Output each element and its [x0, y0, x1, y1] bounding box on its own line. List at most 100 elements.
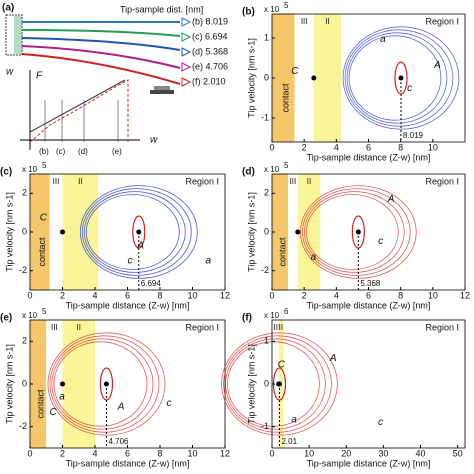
- legend-entry: (c) 6.694: [192, 31, 228, 41]
- region: [294, 14, 314, 142]
- panel-a: (a) Tip-sample dist. [nm] w F w: [2, 3, 203, 150]
- region: [46, 320, 63, 448]
- x-tick-label: 0: [27, 448, 32, 458]
- x-tick-label: 10: [428, 290, 438, 300]
- y-tick-label: 0: [22, 226, 27, 236]
- panel-label: (f): [242, 313, 252, 324]
- region-label: contact: [277, 237, 287, 267]
- x-tick-label: 0: [269, 142, 274, 152]
- y-tick-label: -2: [19, 421, 27, 431]
- legend-marker: [181, 17, 192, 27]
- y-tick-label: -2: [19, 265, 27, 275]
- x-tick-label: 10: [187, 448, 197, 458]
- legend-marker: [181, 47, 192, 57]
- cut-label: 2.01: [281, 437, 297, 446]
- x-axis-label: Tip-sample distance (Z-w) [nm]: [307, 152, 431, 162]
- panel-label: (c): [0, 167, 12, 178]
- panel-label: (e): [0, 313, 12, 324]
- region-label: III: [273, 323, 280, 332]
- point-label: C: [278, 359, 286, 370]
- trajectory: [348, 35, 442, 121]
- w-axis-label: w: [150, 135, 158, 146]
- region-label: II: [77, 323, 81, 332]
- y-tick-label: 1: [264, 32, 269, 42]
- region: [313, 14, 342, 142]
- x-tick-label: 40: [415, 448, 425, 458]
- trajectory: [51, 338, 154, 430]
- x-tick-label: 6: [366, 142, 371, 152]
- point-label: C: [40, 213, 48, 224]
- cantilever: [21, 45, 181, 69]
- region-label: II: [325, 17, 329, 26]
- y-tick-label: -2: [261, 265, 269, 275]
- w-label: w: [6, 67, 14, 78]
- x-tick-label: 2: [302, 142, 307, 152]
- region: [288, 174, 298, 290]
- point-label: c: [378, 236, 383, 247]
- y-tick-label: 1: [264, 336, 269, 346]
- y-tick-label: -1: [261, 112, 269, 122]
- x-tick-label: 6: [125, 448, 130, 458]
- low-attractor: [295, 229, 301, 235]
- scale-exponent: 5: [284, 161, 289, 170]
- trajectory: [346, 32, 448, 124]
- y-tick-label: 0: [264, 72, 269, 82]
- x-tick-label: 12: [460, 290, 470, 300]
- scale-exponent: 5: [284, 1, 289, 10]
- trajectory: [342, 26, 460, 130]
- region: [30, 320, 47, 448]
- x-axis-label: Tip-sample distance (Z-w) [nm]: [66, 300, 190, 310]
- region: [49, 174, 63, 290]
- point-label: a: [59, 391, 65, 402]
- force-line: [29, 79, 126, 133]
- x-tick-label: 8: [157, 448, 162, 458]
- trajectory: [306, 194, 399, 270]
- region-label: contact: [37, 237, 47, 267]
- x-tick-label: 10: [187, 290, 197, 300]
- cantilever: [21, 53, 181, 85]
- legend-entry: (d) 5.368: [192, 46, 228, 56]
- sample: [150, 90, 174, 94]
- y-axis-label: Tip velocity [nm s-1]: [4, 344, 14, 424]
- legend-marker: [181, 62, 192, 72]
- x-tick-label: 2: [60, 290, 65, 300]
- y-axis-label: Tip velocity [nm s-1]: [246, 344, 256, 424]
- point-label: c: [407, 83, 412, 94]
- trajectory: [53, 341, 148, 427]
- region-label: II: [78, 177, 82, 186]
- cut-label: 4.706: [108, 437, 129, 446]
- marker-label: (d): [78, 147, 88, 156]
- point-label: c: [378, 417, 383, 428]
- region-label: III: [301, 17, 308, 26]
- y-tick-label: 0: [264, 378, 269, 388]
- panel-label: (b): [242, 7, 255, 18]
- trajectory: [300, 185, 417, 279]
- x-tick-label: 8: [398, 290, 403, 300]
- plot-frame: [271, 319, 466, 449]
- scale-exponent: 6: [284, 307, 289, 316]
- trajectory: [85, 194, 180, 270]
- y-tick-label: 2: [264, 188, 269, 198]
- scale-exponent: 5: [42, 161, 47, 170]
- region-label: contact: [281, 83, 291, 113]
- trajectory: [81, 188, 192, 276]
- y-tick-label: 0: [264, 226, 269, 236]
- panel-label: (a): [2, 3, 14, 14]
- legend-marker: [181, 32, 192, 42]
- x-tick-label: 4: [334, 142, 339, 152]
- trajectory: [83, 191, 186, 273]
- base: [14, 16, 22, 54]
- cut-label: 6.694: [141, 279, 162, 288]
- point-label: c: [128, 256, 133, 267]
- x-tick-label: 4: [334, 290, 339, 300]
- cut-label: 5.368: [360, 279, 381, 288]
- legend-entry: (f) 2.010: [192, 76, 226, 86]
- x-tick-label: 0: [269, 448, 274, 458]
- marker-label: (e): [112, 147, 122, 156]
- y-tick-label: 0: [22, 378, 27, 388]
- y-tick-label: 2: [22, 336, 27, 346]
